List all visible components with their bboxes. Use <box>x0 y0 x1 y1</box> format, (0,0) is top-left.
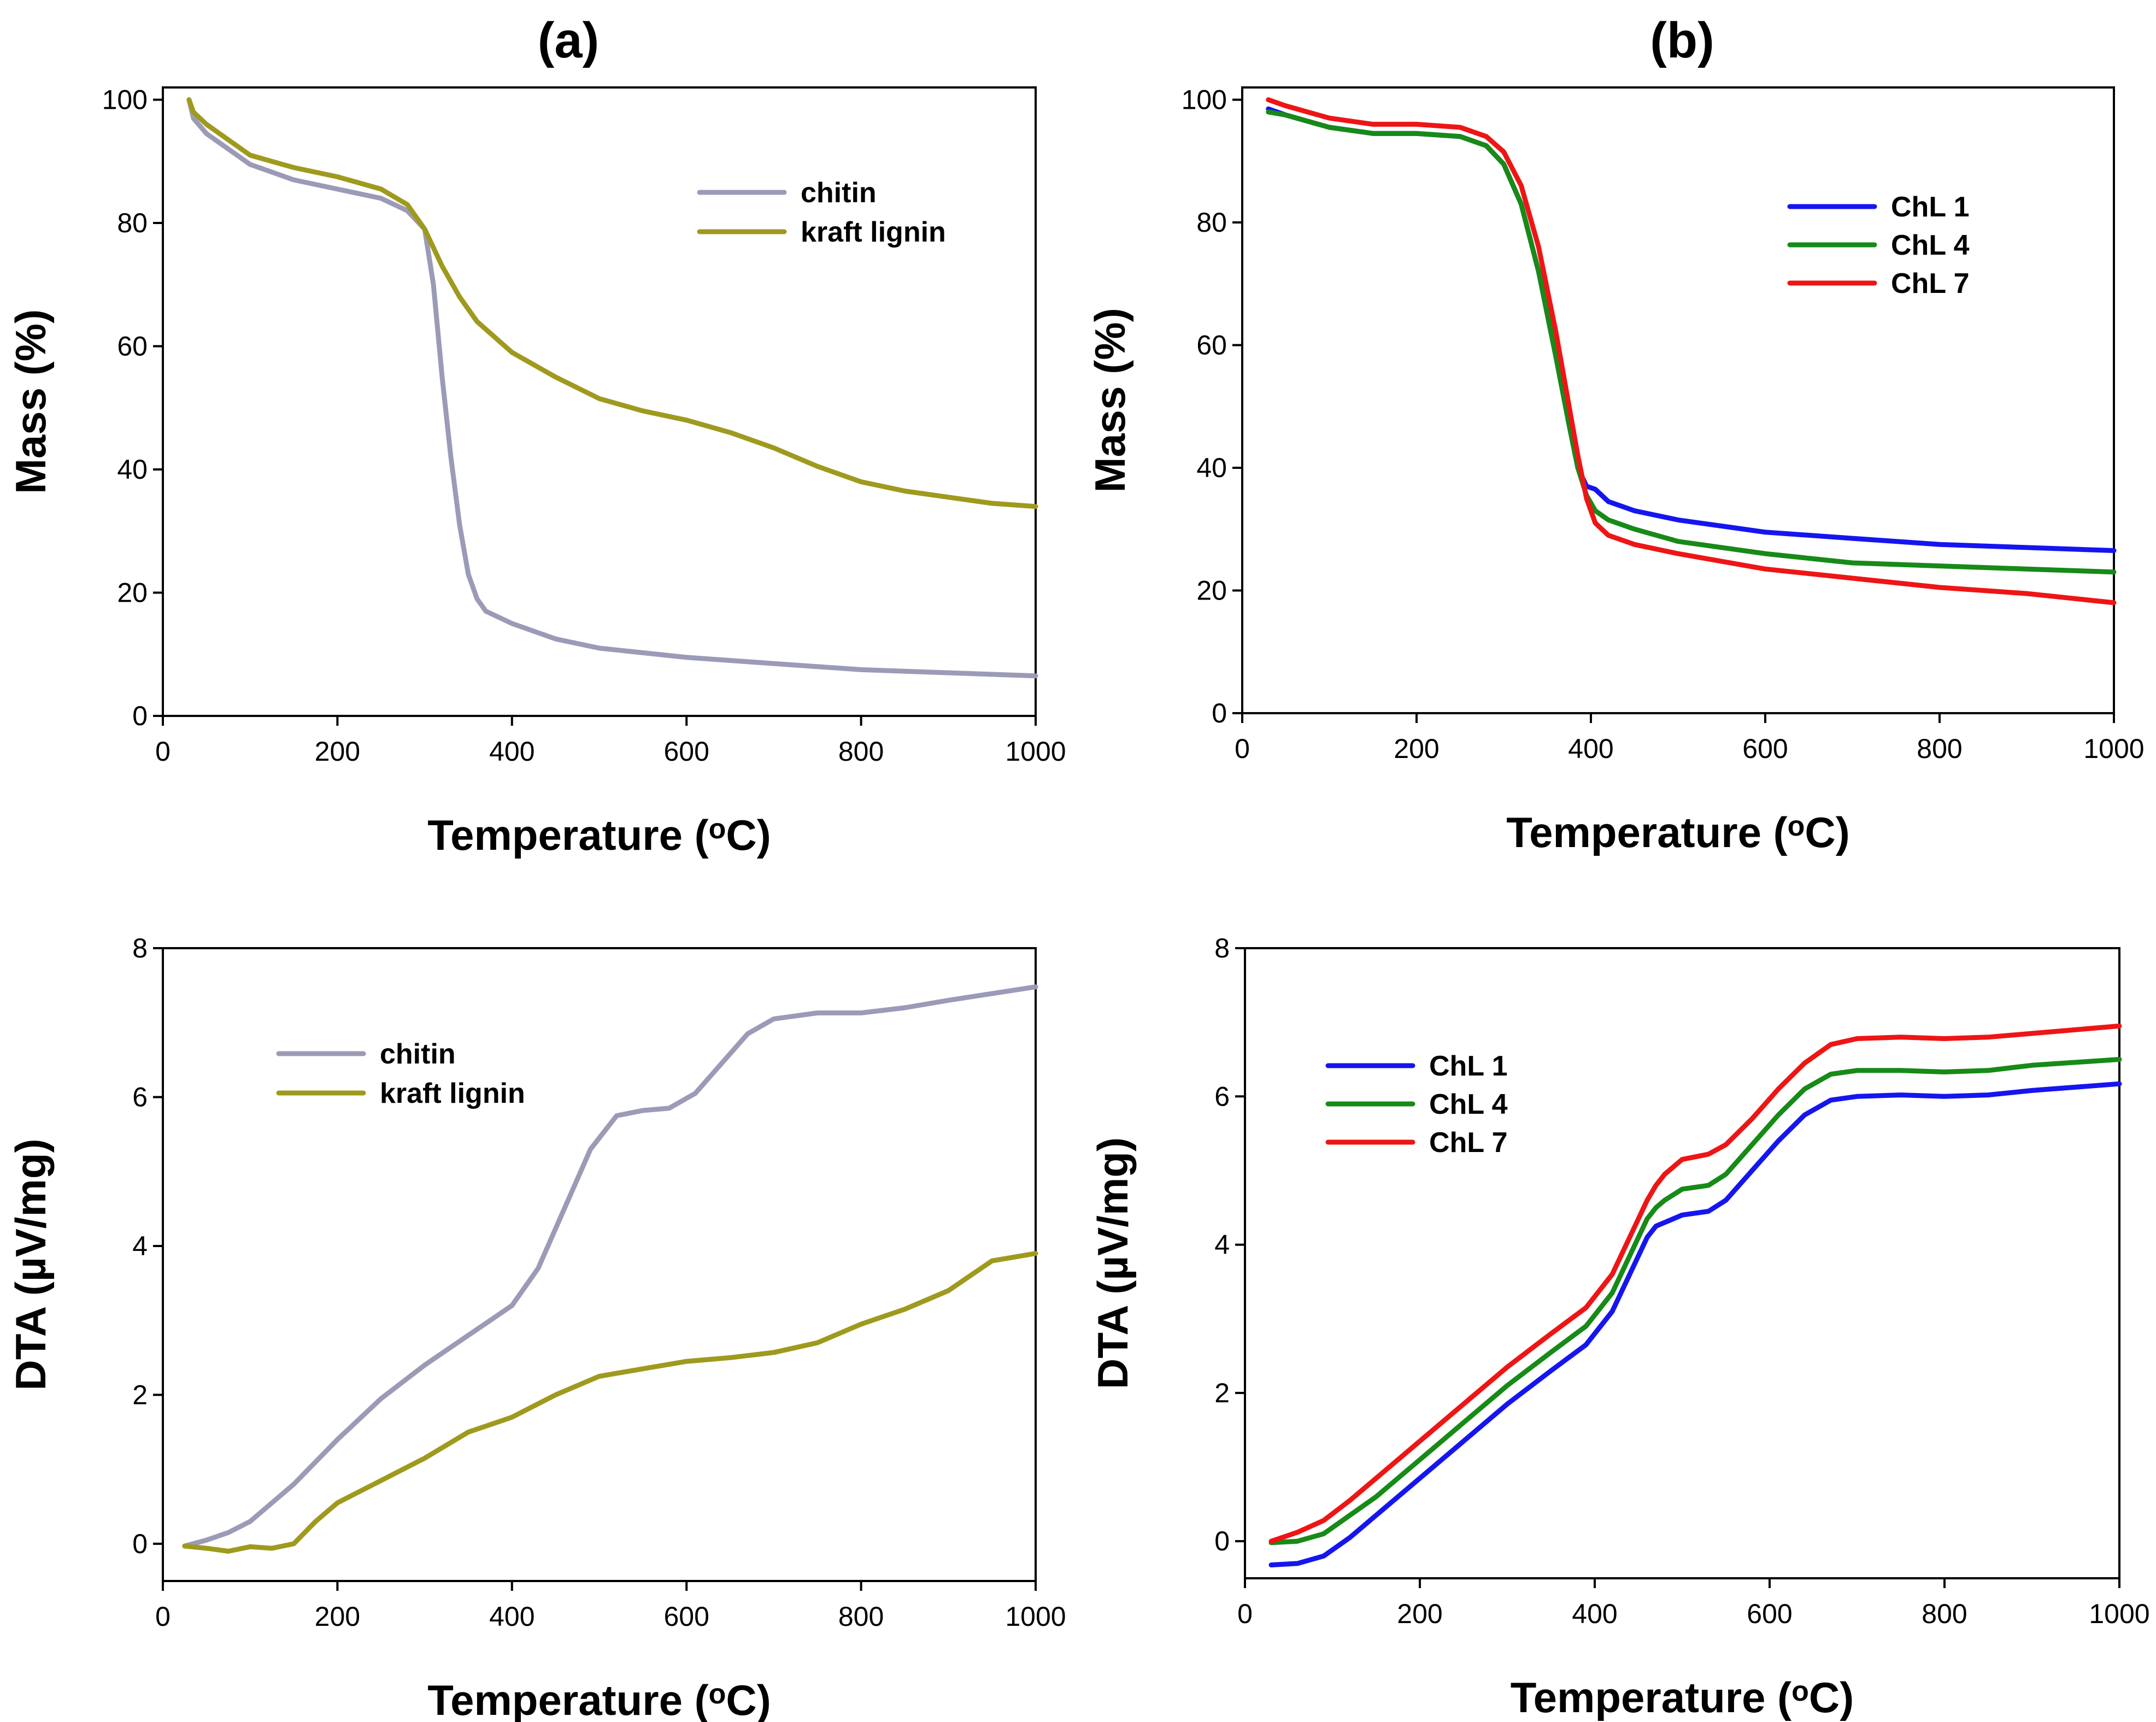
series-line-chitin <box>186 97 1038 679</box>
y-tick-label: 0 <box>1212 698 1227 728</box>
legend-label: chitin <box>801 177 877 209</box>
y-tick-label: 40 <box>1196 452 1227 483</box>
x-tick-label: 800 <box>1922 1598 1967 1629</box>
x-tick-label: 1000 <box>2083 733 2144 764</box>
legend-label: ChL 4 <box>1429 1089 1508 1120</box>
chart-dta-a: 0 200 400 600 800 1000 0 2 4 6 8 Temperature (oC) DT… <box>7 933 1066 1722</box>
x-tick-label: 600 <box>1747 1598 1792 1629</box>
x-tick-label: 1000 <box>1005 1601 1066 1632</box>
y-tick-label: 40 <box>117 454 148 485</box>
series-line-chl-7 <box>1266 97 2117 606</box>
x-tick-label: 400 <box>1572 1598 1617 1629</box>
legend-label: ChL 7 <box>1429 1127 1508 1159</box>
x-tick-label: 400 <box>489 736 534 767</box>
y-tick-label: 2 <box>132 1379 148 1410</box>
series-line-chl-4 <box>1268 1057 2122 1545</box>
x-tick-label: 0 <box>155 1601 171 1632</box>
legend-label: chitin <box>380 1038 456 1070</box>
x-tick-label: 600 <box>663 1601 709 1632</box>
y-tick-label: 60 <box>117 331 148 362</box>
series-line-chl-1 <box>1266 106 2117 553</box>
x-axis-title: Temperature (oC) <box>427 811 771 859</box>
y-tick-label: 6 <box>132 1082 148 1112</box>
series-line-kraft-lignin <box>182 1251 1038 1554</box>
x-axis-title: Temperature (oC) <box>427 1676 771 1722</box>
y-axis-title: Mass (%) <box>1086 308 1134 492</box>
x-tick-label: 200 <box>315 1601 360 1632</box>
plot-frame <box>1244 947 2120 1579</box>
series-line-chl-4 <box>1266 109 2117 575</box>
legend-label: kraft lignin <box>380 1078 525 1109</box>
panel-label-a: (a) <box>538 13 599 68</box>
series-line-chl-1 <box>1268 1081 2122 1568</box>
x-tick-label: 0 <box>1237 1598 1253 1629</box>
x-tick-label: 400 <box>1568 733 1613 764</box>
x-axis-title: Temperature (oC) <box>1511 1673 1854 1721</box>
y-tick-label: 20 <box>117 578 148 608</box>
y-tick-label: 8 <box>132 933 148 963</box>
legend-label: ChL 4 <box>1891 230 1970 261</box>
series-line-kraft-lignin <box>186 97 1038 509</box>
legend-label: ChL 1 <box>1429 1050 1508 1082</box>
y-tick-label: 100 <box>102 85 148 115</box>
x-tick-label: 600 <box>663 736 709 767</box>
plot-frame <box>1241 86 2115 714</box>
x-tick-label: 200 <box>315 736 360 767</box>
y-axis-title: DTA (µV/mg) <box>7 1139 55 1391</box>
y-tick-label: 4 <box>132 1231 148 1261</box>
y-tick-label: 100 <box>1182 84 1227 115</box>
series-line-chl-7 <box>1268 1023 2122 1544</box>
plot-frame <box>162 947 1037 1582</box>
y-tick-label: 80 <box>117 208 148 238</box>
y-tick-label: 2 <box>1214 1378 1230 1408</box>
series-line-chitin <box>182 984 1038 1549</box>
chart-tga-a: 0 200 400 600 800 1000 0 20 40 60 80 100 Temperature… <box>7 85 1066 859</box>
legend-label: ChL 7 <box>1891 268 1970 299</box>
panel-label-b: (b) <box>1650 13 1714 68</box>
x-tick-label: 1000 <box>2089 1598 2149 1629</box>
x-tick-label: 200 <box>1394 733 1439 764</box>
y-axis-title: Mass (%) <box>7 309 55 494</box>
x-tick-label: 800 <box>838 736 884 767</box>
y-tick-label: 0 <box>1214 1526 1230 1556</box>
x-tick-label: 400 <box>489 1601 534 1632</box>
x-tick-label: 600 <box>1742 733 1788 764</box>
x-tick-label: 200 <box>1397 1598 1442 1629</box>
y-tick-label: 0 <box>132 701 148 731</box>
chart-tga-b: 0 200 400 600 800 1000 0 20 40 60 80 100 Temperature… <box>1086 84 2145 856</box>
x-tick-label: 800 <box>1917 733 1962 764</box>
legend-label: ChL 1 <box>1891 191 1970 223</box>
y-tick-label: 8 <box>1214 933 1230 963</box>
y-tick-label: 60 <box>1196 330 1227 360</box>
legend-label: kraft lignin <box>801 216 946 248</box>
chart-dta-b: 0 200 400 600 800 1000 0 2 4 6 8 Temperature (oC) DT… <box>1089 933 2150 1721</box>
y-tick-label: 0 <box>132 1529 148 1559</box>
x-tick-label: 0 <box>1235 733 1250 764</box>
y-tick-label: 80 <box>1196 207 1227 238</box>
y-axis-title: DTA (µV/mg) <box>1089 1137 1137 1389</box>
x-tick-label: 800 <box>838 1601 884 1632</box>
plot-frame <box>162 86 1037 717</box>
y-tick-label: 20 <box>1196 575 1227 606</box>
x-tick-label: 0 <box>155 736 171 767</box>
y-tick-label: 6 <box>1214 1081 1230 1112</box>
x-axis-title: Temperature (oC) <box>1506 808 1849 856</box>
y-tick-label: 4 <box>1214 1230 1230 1260</box>
x-tick-label: 1000 <box>1005 736 1066 767</box>
